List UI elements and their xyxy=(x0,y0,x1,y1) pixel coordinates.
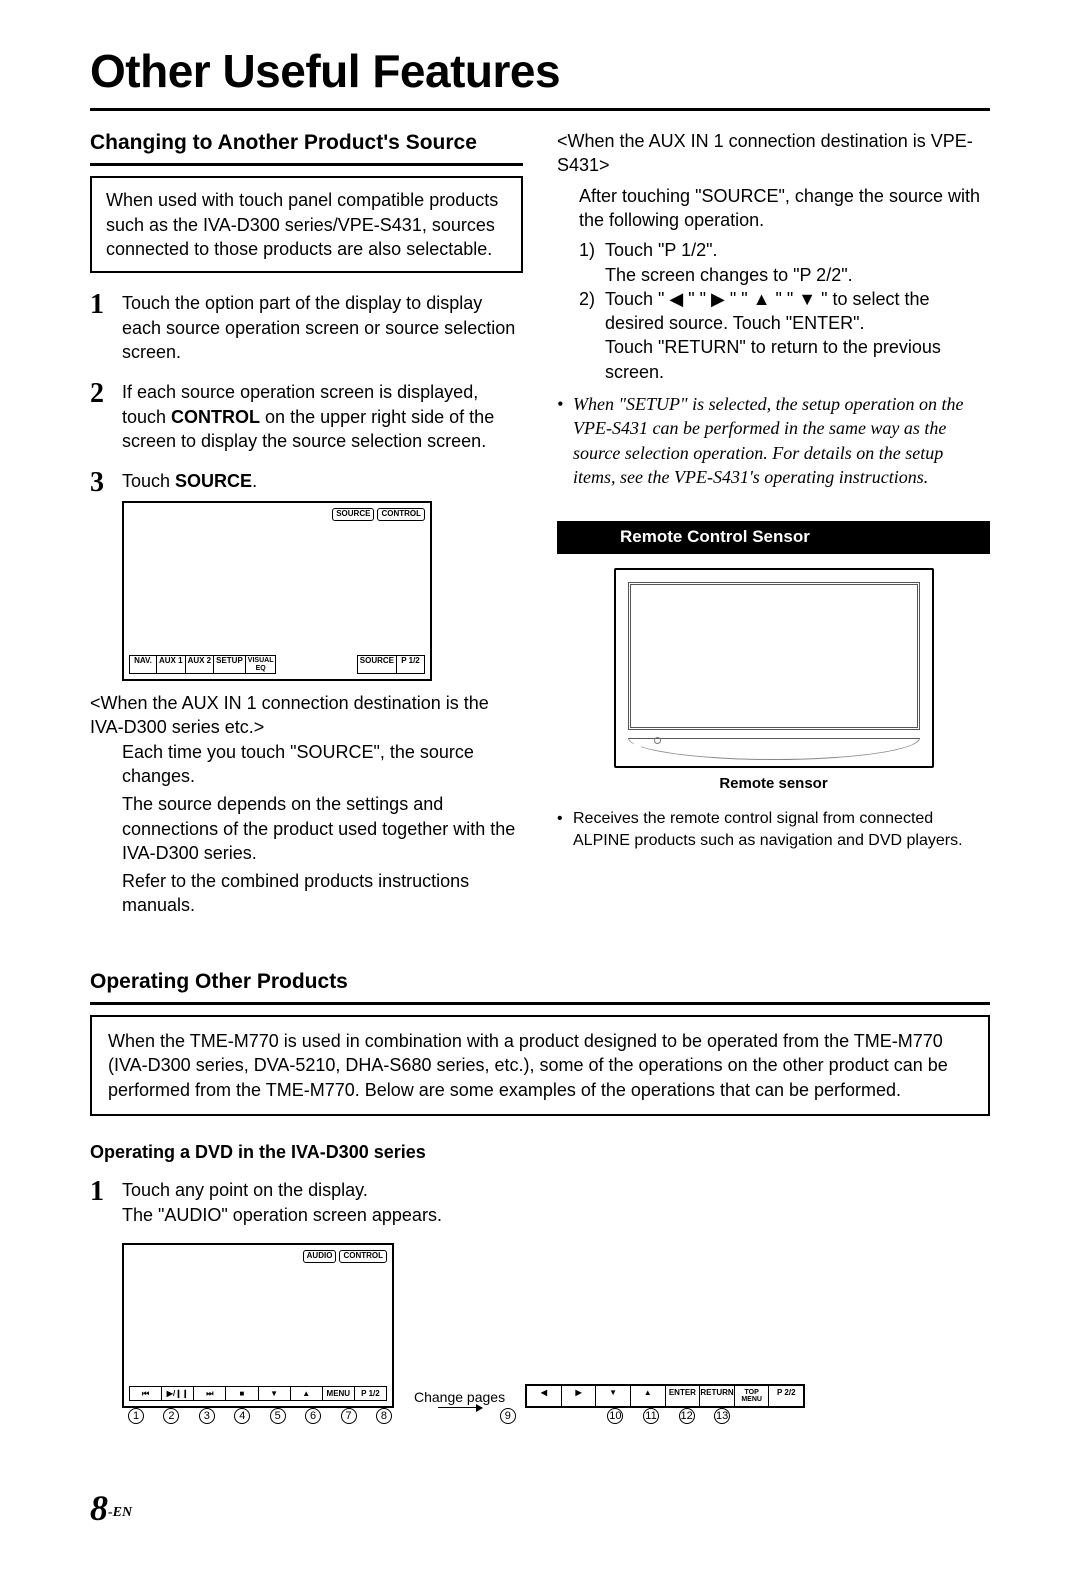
dvd-down-btn: ▼ xyxy=(259,1386,291,1401)
step-2-text: If each source operation screen is displ… xyxy=(122,380,523,453)
dvd-playpause-btn: ▶/❙❙ xyxy=(162,1386,194,1401)
step-number-1: 1 xyxy=(90,291,108,319)
step-3-text: Touch SOURCE. xyxy=(122,469,523,493)
step-1-text: Touch the option part of the display to … xyxy=(122,291,523,364)
diagram-control-btn: CONTROL xyxy=(377,508,425,521)
dvd-menu-btn: MENU xyxy=(323,1386,355,1401)
dvd-next-btn: ⏭ xyxy=(194,1386,226,1401)
diagram-visualeq-btn: VISUALEQ xyxy=(246,655,277,674)
changing-source-intro: When used with touch panel compatible pr… xyxy=(90,176,523,273)
diagram-nav-btn: NAV. xyxy=(129,655,157,674)
operating-other-intro: When the TME-M770 is used in combination… xyxy=(90,1015,990,1116)
change-pages-label: Change pages xyxy=(414,1390,505,1408)
sensor-note: • Receives the remote control signal fro… xyxy=(557,808,990,851)
step-number-3: 3 xyxy=(90,469,108,497)
diagram-p12-btn: P 1/2 xyxy=(397,655,425,674)
dvd-prev-btn: ⏮ xyxy=(129,1386,162,1401)
step-number-2: 2 xyxy=(90,380,108,408)
dvd-audio-btn: AUDIO xyxy=(303,1250,337,1263)
strip-right-btn: ▶ xyxy=(562,1386,597,1406)
page-title: Other Useful Features xyxy=(90,40,990,111)
right-step2: 2) Touch " ◀ " " ▶ " " ▲ " " ▼ " to sele… xyxy=(579,287,990,384)
callouts-right: 9 10 11 12 13 xyxy=(460,1408,740,1424)
dvd-up-btn: ▲ xyxy=(291,1386,323,1401)
dvd-control-btn: CONTROL xyxy=(339,1250,387,1263)
dvd-step-number-1: 1 xyxy=(90,1178,108,1206)
strip-enter-btn: ENTER xyxy=(666,1386,701,1406)
after-diagram-4: Refer to the combined products instructi… xyxy=(122,869,523,918)
right-when-vpe: <When the AUX IN 1 connection destinatio… xyxy=(557,129,990,178)
page-footer: 8-EN xyxy=(90,1484,990,1533)
diagram-aux2-btn: AUX 2 xyxy=(186,655,215,674)
operating-other-heading: Operating Other Products xyxy=(90,968,990,1005)
callouts-left: 1 2 3 4 5 6 7 8 xyxy=(124,1408,396,1424)
sensor-caption: Remote sensor xyxy=(557,774,990,794)
right-step1: 1) Touch "P 1/2". The screen changes to … xyxy=(579,238,990,287)
diagram-source2-btn: SOURCE xyxy=(357,655,397,674)
strip-down-btn: ▼ xyxy=(596,1386,631,1406)
dvd-screen-left: AUDIO CONTROL ⏮ ▶/❙❙ ⏭ ■ ▼ ▲ MENU P 1/2 xyxy=(122,1243,394,1408)
after-diagram-3: The source depends on the settings and c… xyxy=(122,792,523,865)
strip-topmenu-btn: TOPMENU xyxy=(735,1386,770,1406)
right-after-source: After touching "SOURCE", change the sour… xyxy=(579,184,990,233)
strip-up-btn: ▲ xyxy=(631,1386,666,1406)
dvd-subheading: Operating a DVD in the IVA-D300 series xyxy=(90,1140,990,1164)
strip-p22-btn: P 2/2 xyxy=(769,1386,803,1406)
changing-source-heading: Changing to Another Product's Source xyxy=(90,129,523,166)
diagram-source-btn: SOURCE xyxy=(332,508,374,521)
strip-return-btn: RETURN xyxy=(700,1386,735,1406)
dvd-step-1-text: Touch any point on the display. The "AUD… xyxy=(122,1178,990,1227)
after-diagram-2: Each time you touch "SOURCE", the source… xyxy=(122,740,523,789)
diagram-aux1-btn: AUX 1 xyxy=(157,655,186,674)
dvd-stop-btn: ■ xyxy=(226,1386,258,1401)
after-diagram-1: <When the AUX IN 1 connection destinatio… xyxy=(90,691,523,740)
remote-sensor-heading: Remote Control Sensor xyxy=(557,521,990,554)
dvd-p12-btn: P 1/2 xyxy=(355,1386,387,1401)
strip-left-btn: ◀ xyxy=(527,1386,562,1406)
dvd-strip-right: ◀ ▶ ▼ ▲ ENTER RETURN TOPMENU P 2/2 xyxy=(525,1384,805,1408)
sensor-diagram xyxy=(614,568,934,768)
diagram-setup-btn: SETUP xyxy=(214,655,246,674)
source-screen-diagram: SOURCE CONTROL NAV. AUX 1 AUX 2 SETUP VI… xyxy=(122,501,432,681)
right-setup-note: • When "SETUP" is selected, the setup op… xyxy=(557,392,990,489)
